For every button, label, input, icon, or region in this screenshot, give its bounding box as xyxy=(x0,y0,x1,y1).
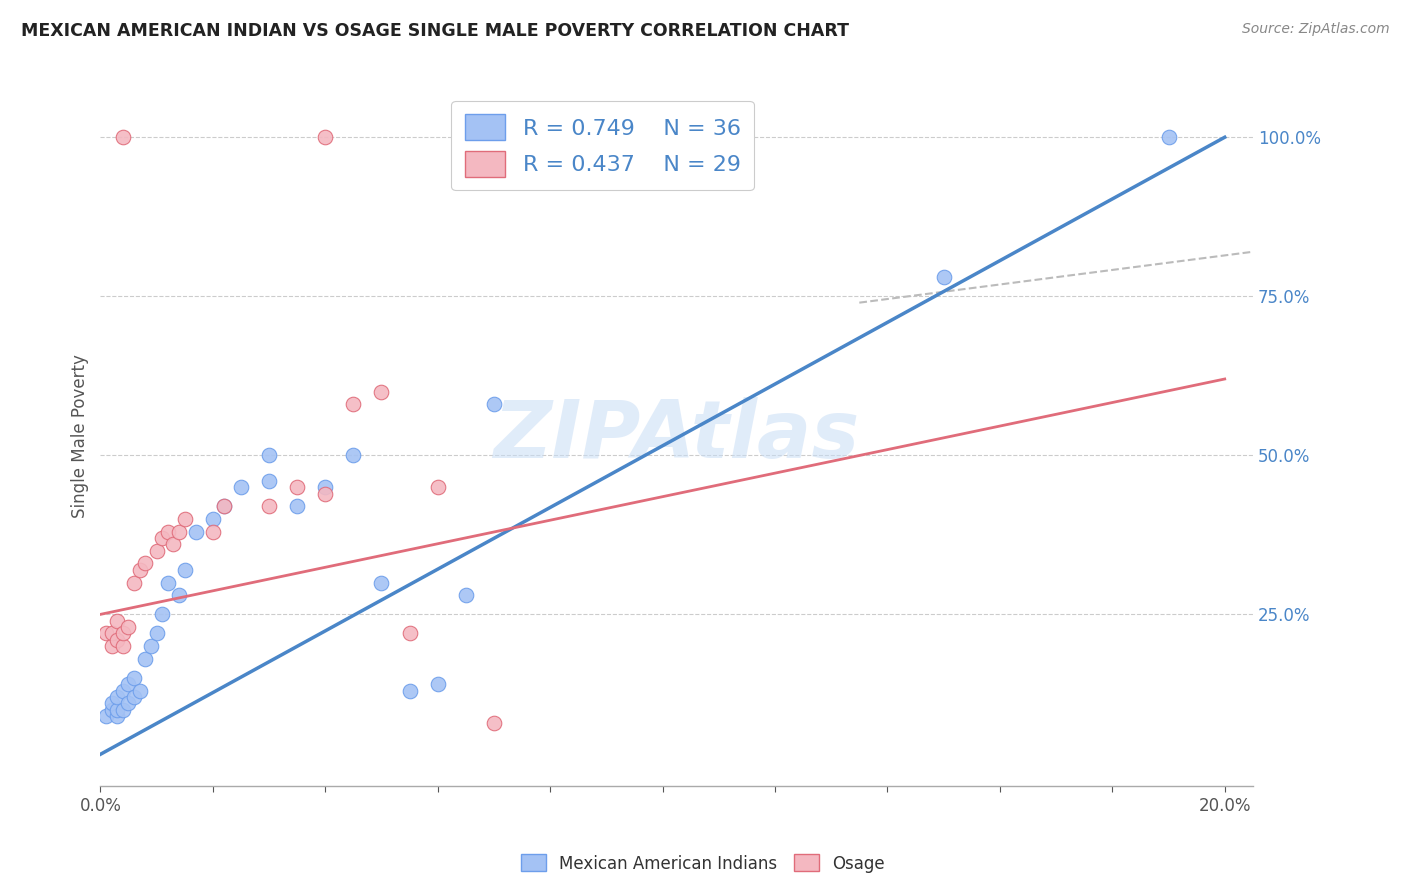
Point xyxy=(167,588,190,602)
Point xyxy=(100,703,122,717)
Point xyxy=(370,384,392,399)
Legend: Mexican American Indians, Osage: Mexican American Indians, Osage xyxy=(515,847,891,880)
Point xyxy=(156,575,179,590)
Point xyxy=(482,397,505,411)
Point xyxy=(314,130,336,145)
Point xyxy=(139,639,162,653)
Point xyxy=(257,474,280,488)
Point xyxy=(426,677,449,691)
Point xyxy=(162,537,184,551)
Point xyxy=(285,500,308,514)
Point xyxy=(932,270,955,285)
Point xyxy=(342,448,364,462)
Point xyxy=(117,620,139,634)
Point xyxy=(257,500,280,514)
Point xyxy=(100,639,122,653)
Point xyxy=(398,683,420,698)
Point xyxy=(212,500,235,514)
Point xyxy=(122,575,145,590)
Point xyxy=(370,575,392,590)
Point xyxy=(398,626,420,640)
Point xyxy=(122,671,145,685)
Point xyxy=(134,557,156,571)
Point xyxy=(201,524,224,539)
Point xyxy=(145,626,167,640)
Point xyxy=(111,130,134,145)
Y-axis label: Single Male Poverty: Single Male Poverty xyxy=(72,354,89,518)
Point xyxy=(426,480,449,494)
Point xyxy=(167,524,190,539)
Point xyxy=(94,709,117,723)
Point xyxy=(122,690,145,704)
Point xyxy=(111,703,134,717)
Point xyxy=(111,639,134,653)
Point xyxy=(111,683,134,698)
Point xyxy=(128,683,150,698)
Point xyxy=(105,703,128,717)
Point xyxy=(173,512,195,526)
Point xyxy=(134,652,156,666)
Point xyxy=(111,626,134,640)
Point xyxy=(128,563,150,577)
Text: ZIPAtlas: ZIPAtlas xyxy=(494,397,859,475)
Point xyxy=(105,690,128,704)
Point xyxy=(285,480,308,494)
Point xyxy=(117,697,139,711)
Text: MEXICAN AMERICAN INDIAN VS OSAGE SINGLE MALE POVERTY CORRELATION CHART: MEXICAN AMERICAN INDIAN VS OSAGE SINGLE … xyxy=(21,22,849,40)
Point xyxy=(105,614,128,628)
Point xyxy=(94,626,117,640)
Point xyxy=(150,607,173,622)
Point xyxy=(212,500,235,514)
Point xyxy=(482,715,505,730)
Point xyxy=(100,697,122,711)
Point xyxy=(454,588,477,602)
Point xyxy=(201,512,224,526)
Point xyxy=(314,480,336,494)
Point xyxy=(342,397,364,411)
Point xyxy=(314,486,336,500)
Point xyxy=(173,563,195,577)
Point xyxy=(229,480,252,494)
Point xyxy=(257,448,280,462)
Point xyxy=(105,709,128,723)
Point xyxy=(150,531,173,545)
Point xyxy=(100,626,122,640)
Point xyxy=(145,543,167,558)
Text: Source: ZipAtlas.com: Source: ZipAtlas.com xyxy=(1241,22,1389,37)
Point xyxy=(1157,130,1180,145)
Point xyxy=(117,677,139,691)
Point xyxy=(105,632,128,647)
Legend: R = 0.749    N = 36, R = 0.437    N = 29: R = 0.749 N = 36, R = 0.437 N = 29 xyxy=(451,101,754,190)
Point xyxy=(184,524,207,539)
Point xyxy=(156,524,179,539)
